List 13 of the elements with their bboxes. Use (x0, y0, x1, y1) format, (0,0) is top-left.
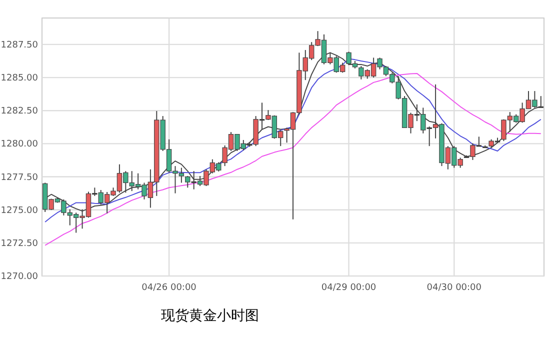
y-tick-label: 1272.50 (0, 238, 38, 249)
y-tick-label: 1280.00 (0, 140, 38, 150)
y-tick-label: 1275.00 (0, 206, 38, 216)
y-tick-label: 1270.00 (0, 272, 38, 282)
y-tick-label: 1277.50 (0, 172, 38, 183)
y-tick-label: 1285.00 (0, 74, 38, 84)
text: 现货黄金小时图 (161, 308, 259, 324)
line-series (44, 72, 542, 246)
x-tick-label: 04/26 00:00 (142, 283, 197, 293)
x-tick-label: 04/30 00:00 (426, 283, 482, 293)
y-tick-label: 1282.50 (0, 106, 38, 117)
x-tick-label: 04/29 00:00 (321, 283, 376, 293)
y-tick-label: 1287.50 (0, 40, 38, 50)
